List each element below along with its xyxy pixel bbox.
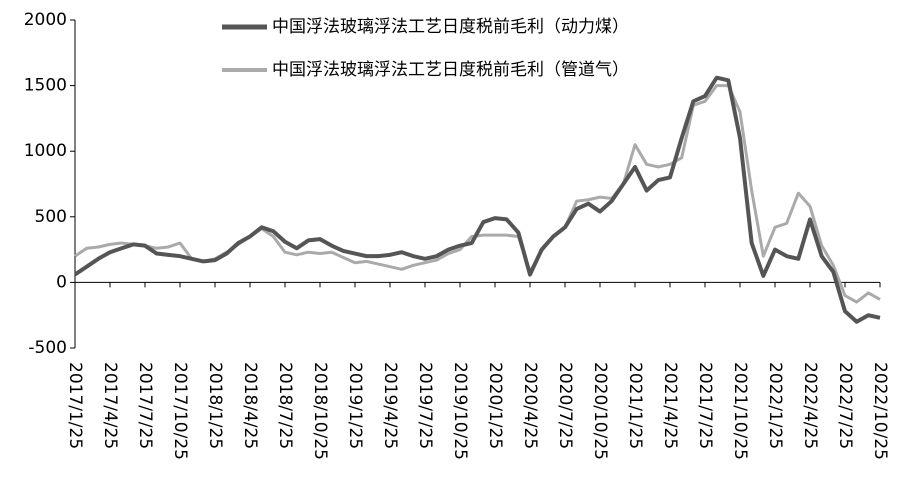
x-tick-label: 2017/7/25 — [135, 362, 155, 449]
x-tick-label: 2018/10/25 — [310, 362, 330, 460]
x-tick-label: 2019/4/25 — [380, 362, 400, 449]
x-tick-label: 2017/1/25 — [65, 362, 85, 449]
x-tick-label: 2022/7/25 — [835, 362, 855, 449]
x-tick-label: 2017/10/25 — [170, 362, 190, 460]
x-tick-label: 2019/10/25 — [450, 362, 470, 460]
x-tick-label: 2020/4/25 — [520, 362, 540, 449]
legend-label: 中国浮法玻璃浮法工艺日度税前毛利（动力煤） — [272, 17, 629, 37]
x-tick-label: 2021/1/25 — [625, 362, 645, 449]
x-tick-label: 2020/10/25 — [590, 362, 610, 460]
line-series — [73, 75, 881, 324]
y-tick-label: 500 — [35, 207, 67, 227]
x-tick-label: 2018/4/25 — [240, 362, 260, 449]
x-tick-label: 2022/10/25 — [870, 362, 890, 460]
x-tick-label: 2022/4/25 — [800, 362, 820, 449]
x-tick-label: 2022/1/25 — [765, 362, 785, 449]
x-tick-label: 2018/7/25 — [275, 362, 295, 449]
x-tick-label: 2021/10/25 — [730, 362, 750, 460]
x-tick-label: 2017/4/25 — [100, 362, 120, 449]
legend-label: 中国浮法玻璃浮法工艺日度税前毛利（管道气） — [272, 60, 629, 80]
x-tick-label: 2020/1/25 — [485, 362, 505, 449]
x-tick-label: 2021/7/25 — [695, 362, 715, 449]
x-tick-label: 2019/1/25 — [345, 362, 365, 449]
y-tick-label: 1000 — [24, 141, 67, 161]
x-tick-label: 2019/7/25 — [415, 362, 435, 449]
x-tick-label: 2021/4/25 — [660, 362, 680, 449]
y-tick-label: 1500 — [24, 76, 67, 96]
y-tick-label: 0 — [56, 272, 67, 292]
y-tick-label: -500 — [28, 338, 67, 358]
x-tick-label: 2018/1/25 — [205, 362, 225, 449]
y-tick-label: 2000 — [24, 10, 67, 30]
x-tick-label: 2020/7/25 — [555, 362, 575, 449]
